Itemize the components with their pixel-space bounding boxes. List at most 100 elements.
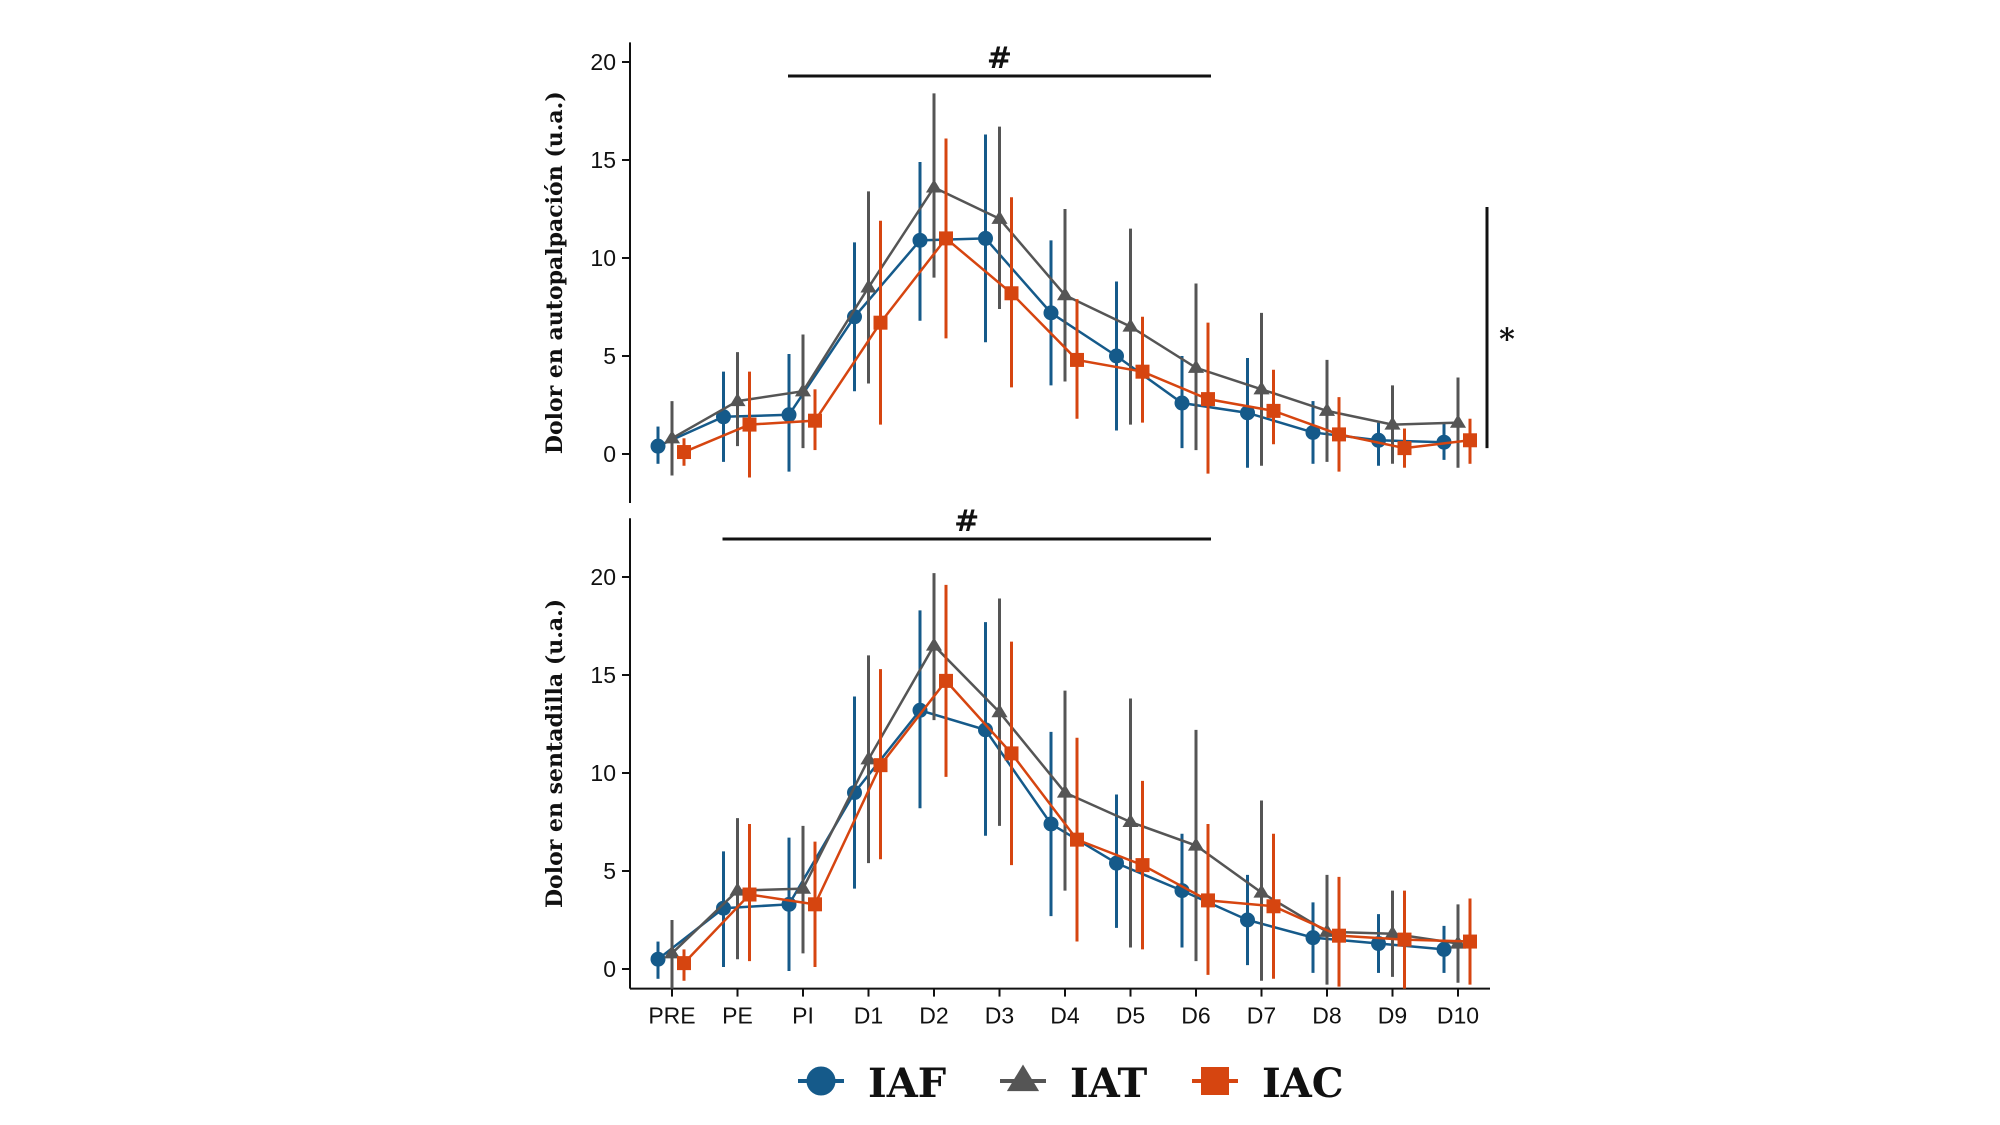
data-point <box>978 230 993 246</box>
legend-marker <box>1201 1067 1229 1095</box>
data-point <box>925 637 943 651</box>
data-point <box>1187 359 1205 373</box>
data-point <box>1056 784 1074 798</box>
data-point <box>650 438 666 454</box>
data-point <box>1056 286 1074 301</box>
data-point <box>1201 893 1215 908</box>
data-point <box>1135 364 1150 379</box>
x-tick-label: D4 <box>1050 1003 1080 1029</box>
x-tick-label: D10 <box>1437 1003 1479 1029</box>
x-tick-label: D6 <box>1181 1003 1210 1029</box>
data-point <box>1004 746 1019 761</box>
data-point <box>1384 925 1401 939</box>
data-point <box>1201 392 1215 407</box>
legend-label: IAT <box>1070 1060 1148 1107</box>
legend-label: IAF <box>868 1060 946 1107</box>
data-point <box>808 413 822 428</box>
data-point <box>860 751 877 765</box>
series-iac <box>677 138 1477 478</box>
x-tick-label: D8 <box>1312 1003 1341 1029</box>
legend-marker <box>806 1066 836 1096</box>
y-tick-label: 15 <box>590 662 616 688</box>
data-point <box>1253 381 1270 395</box>
y-tick-label: 15 <box>590 147 616 173</box>
data-point <box>1122 813 1139 828</box>
data-point <box>939 673 953 688</box>
data-point <box>650 951 666 967</box>
data-point <box>1305 930 1321 946</box>
data-point <box>873 758 888 773</box>
data-point <box>1240 912 1255 928</box>
data-point <box>1436 941 1452 957</box>
x-tick-label: D1 <box>854 1003 883 1029</box>
data-point <box>873 315 888 330</box>
data-point <box>677 445 691 460</box>
series-iaf <box>650 610 1452 979</box>
data-point <box>1397 441 1412 456</box>
y-tick-label: 20 <box>590 564 616 590</box>
x-tick-label: D3 <box>985 1003 1014 1029</box>
legend-label: IAC <box>1262 1060 1344 1107</box>
y-tick-label: 0 <box>603 956 616 982</box>
data-point <box>912 702 928 718</box>
data-point <box>1449 414 1467 428</box>
chart-panel-1: 0 5 10 15 20 Dolor en autopalpación (u.a.) # * <box>542 41 1515 503</box>
data-point <box>1253 884 1270 898</box>
data-point <box>663 945 681 959</box>
y-axis-label: Dolor en sentadilla (u.a.) <box>542 599 568 908</box>
data-point <box>742 417 757 432</box>
data-point <box>1332 427 1346 442</box>
data-point <box>1384 416 1401 430</box>
data-point <box>781 407 797 423</box>
data-point <box>1122 318 1139 332</box>
data-point <box>1463 433 1477 448</box>
series-iac <box>677 584 1477 989</box>
significance-hash: # <box>987 41 1012 76</box>
data-point <box>729 882 746 896</box>
legend-item-iac: IAC <box>1192 1060 1344 1107</box>
data-point <box>1332 928 1346 943</box>
data-point <box>1463 934 1477 949</box>
significance-hash: # <box>954 504 979 539</box>
series-iat <box>663 573 1467 989</box>
y-tick-label: 10 <box>590 760 616 786</box>
data-point <box>1109 348 1124 364</box>
data-point <box>794 383 812 397</box>
significance-star: * <box>1499 323 1515 358</box>
data-point <box>742 887 757 902</box>
x-tick-label: D2 <box>919 1003 948 1029</box>
y-tick-label: 0 <box>603 441 616 467</box>
data-point <box>991 703 1008 718</box>
x-tick-label: PE <box>722 1003 753 1029</box>
chart-panel-2: 0 5 10 15 20 Dolor en sentadilla (u.a.) PRE PE P… <box>542 504 1490 1029</box>
legend: IAF IAT IAC <box>798 1060 1344 1107</box>
data-point <box>1004 286 1019 301</box>
data-point <box>1135 858 1150 873</box>
series-iat <box>663 93 1467 476</box>
x-tick-label: PI <box>792 1003 814 1029</box>
data-point <box>1109 855 1124 871</box>
x-tick-label: D7 <box>1247 1003 1276 1029</box>
data-point <box>1187 837 1205 851</box>
data-point <box>729 392 746 407</box>
x-tick-label: D9 <box>1378 1003 1407 1029</box>
data-point <box>1266 899 1281 914</box>
data-point <box>716 900 731 916</box>
data-point <box>1174 395 1190 411</box>
data-point <box>1371 936 1386 952</box>
data-point <box>677 956 691 971</box>
y-tick-label: 5 <box>603 343 616 369</box>
data-point <box>925 179 943 193</box>
data-point <box>1043 305 1059 321</box>
y-tick-label: 10 <box>590 245 616 271</box>
data-point <box>1397 932 1412 947</box>
data-point <box>808 897 822 912</box>
data-point <box>1070 352 1084 367</box>
data-point <box>1266 403 1281 418</box>
data-point <box>860 279 877 293</box>
y-tick-label: 20 <box>590 49 616 75</box>
legend-marker <box>1006 1064 1040 1092</box>
series-iaf <box>650 134 1452 472</box>
data-point <box>663 430 681 444</box>
